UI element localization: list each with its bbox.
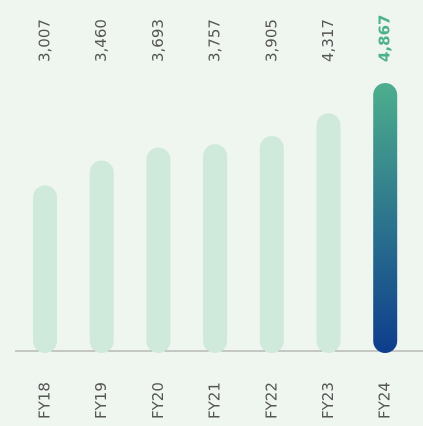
value-label: 4,867 xyxy=(376,15,394,62)
x-tick-label: FY22 xyxy=(262,382,280,419)
value-label: 3,757 xyxy=(206,19,224,62)
value-label: 3,905 xyxy=(262,19,280,62)
x-tick-label: FY21 xyxy=(206,382,224,419)
bar xyxy=(373,83,398,353)
x-tick-label: FY24 xyxy=(376,382,394,419)
value-label: 3,460 xyxy=(92,19,110,62)
bar xyxy=(89,160,114,353)
x-tick-label: FY18 xyxy=(36,382,54,419)
value-label: 3,007 xyxy=(36,19,54,62)
bar xyxy=(316,113,341,353)
x-tick-label: FY23 xyxy=(319,382,337,419)
bar xyxy=(259,135,284,353)
value-label: 3,693 xyxy=(149,19,167,62)
bar xyxy=(146,147,171,353)
x-tick-label: FY20 xyxy=(149,382,167,419)
value-label: 4,317 xyxy=(319,19,337,62)
bar xyxy=(203,144,228,353)
x-tick-label: FY19 xyxy=(92,382,110,419)
bar xyxy=(33,185,57,353)
